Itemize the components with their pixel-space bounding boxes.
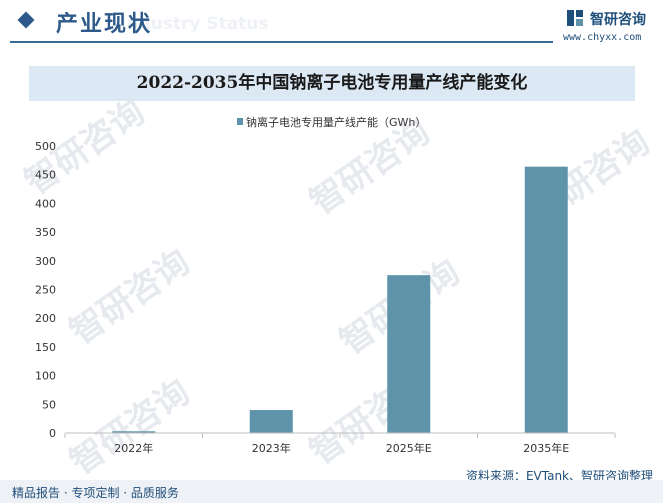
y-tick-label: 200 bbox=[35, 312, 56, 325]
x-tick-label: 2022年 bbox=[114, 441, 153, 455]
chart-title-band bbox=[29, 66, 635, 101]
bar bbox=[524, 166, 568, 433]
bar bbox=[387, 275, 431, 433]
bar bbox=[112, 431, 156, 433]
x-tick-label: 2025年E bbox=[386, 441, 432, 455]
brand-url: www.chyxx.com bbox=[563, 32, 642, 43]
y-tick-label: 500 bbox=[35, 140, 56, 153]
x-axis: 2022年 2023年 2025年E 2035年E bbox=[64, 432, 616, 455]
legend-swatch bbox=[237, 118, 243, 125]
source-note: 资料来源：EVTank、智研咨询整理 bbox=[465, 469, 653, 483]
footer-slogan: 精品报告 · 专项定制 · 品质服务 bbox=[12, 486, 179, 500]
page-header: Industry Status 产业现状 智研咨询 www.chyxx.com bbox=[0, 0, 663, 46]
y-tick-label: 150 bbox=[35, 341, 56, 354]
header-divider bbox=[10, 41, 553, 43]
brand-name: 智研咨询 bbox=[590, 12, 646, 28]
header-ghost-text: Industry Status bbox=[120, 14, 269, 34]
page-title: 产业现状 bbox=[56, 12, 153, 37]
y-axis: 0 50 100 150 200 250 300 350 400 450 500 bbox=[35, 140, 56, 440]
chart-legend: 钠离子电池专用量产线产能（GWh） bbox=[237, 115, 426, 129]
bar bbox=[249, 410, 293, 433]
y-tick-label: 250 bbox=[35, 284, 56, 297]
chart-title: 2022-2035年中国钠离子电池专用量产线产能变化 bbox=[136, 73, 528, 93]
y-tick-label: 450 bbox=[35, 169, 56, 182]
y-tick-label: 100 bbox=[35, 370, 56, 383]
y-tick-label: 0 bbox=[49, 427, 56, 440]
y-tick-label: 400 bbox=[35, 197, 56, 210]
bars bbox=[112, 166, 568, 433]
y-tick-label: 50 bbox=[42, 398, 56, 411]
x-tick-label: 2023年 bbox=[252, 441, 291, 455]
y-tick-label: 350 bbox=[35, 226, 56, 239]
y-tick-label: 300 bbox=[35, 255, 56, 268]
footer-bar: 精品报告 · 专项定制 · 品质服务 bbox=[0, 480, 663, 503]
brand-logo-icon bbox=[567, 10, 583, 26]
legend-label: 钠离子电池专用量产线产能（GWh） bbox=[246, 115, 426, 129]
x-tick-label: 2035年E bbox=[523, 441, 569, 455]
